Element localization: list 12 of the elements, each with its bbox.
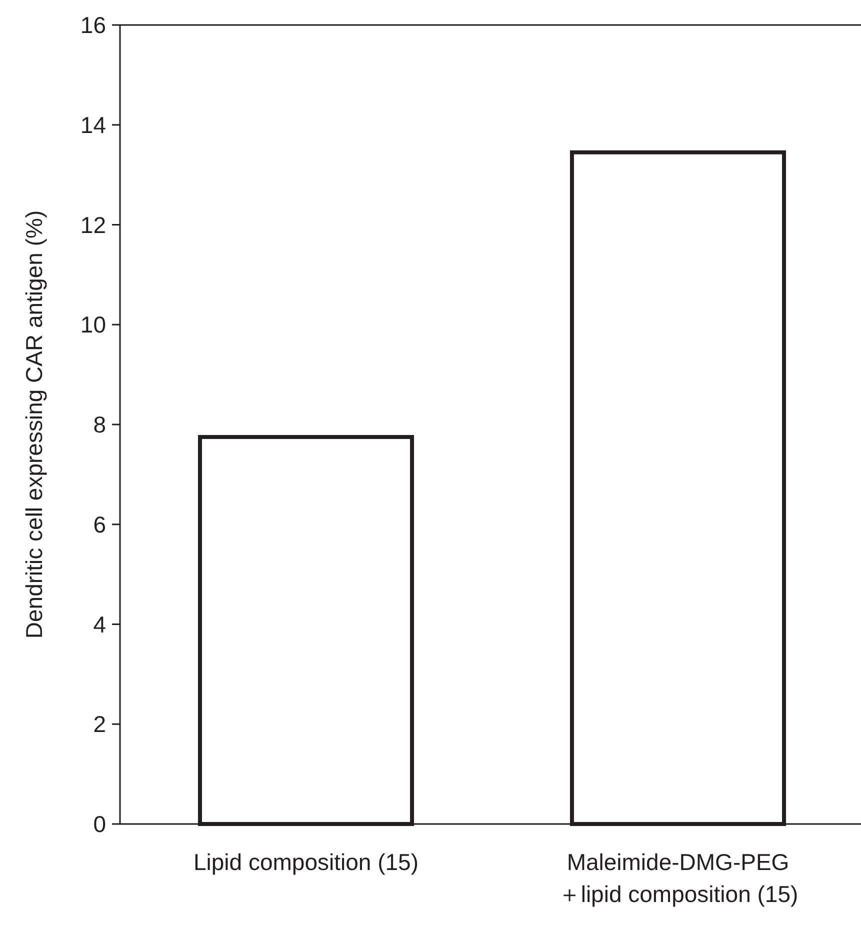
y-tick-label: 10 [80, 312, 106, 338]
x-tick-label: Lipid composition (15) [193, 849, 419, 875]
x-tick-label: Maleimide-DMG-PEG ＋lipid composition (15) [558, 849, 798, 907]
y-tick-label: 4 [93, 611, 106, 638]
y-tick-label: 6 [93, 511, 106, 538]
y-tick-label: 0 [93, 811, 106, 838]
y-tick-label: 14 [80, 112, 106, 138]
y-tick-label: 8 [93, 412, 106, 438]
y-tick-label: 16 [80, 12, 106, 38]
y-tick-label: 12 [80, 212, 106, 238]
y-axis-title: Dendritic cell expressing CAR antigen (%) [21, 210, 47, 639]
y-tick-label: 2 [93, 711, 106, 738]
